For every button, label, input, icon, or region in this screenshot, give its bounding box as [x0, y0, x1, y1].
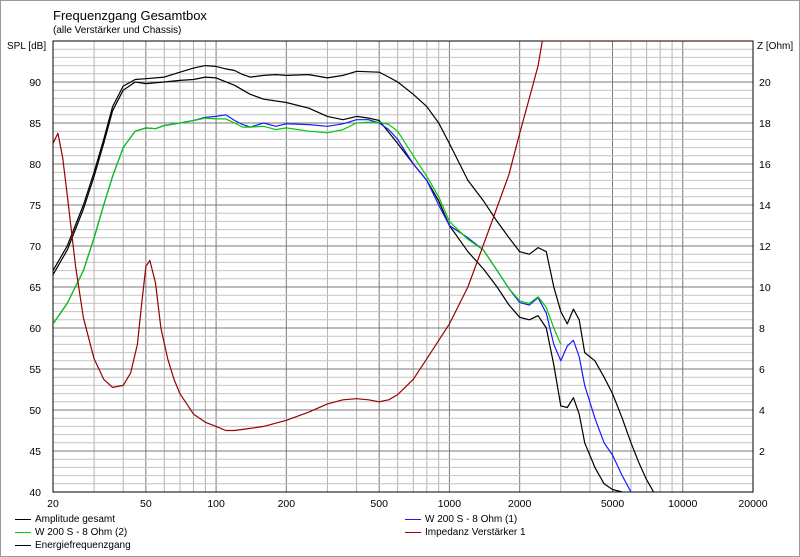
legend-label: Energiefrequenzgang	[35, 540, 131, 551]
x-tick-label: 50	[140, 498, 152, 510]
legend-swatch	[15, 545, 31, 546]
legend-label: Amplitude gesamt	[35, 514, 116, 525]
legend-label: W 200 S - 8 Ohm (1)	[425, 514, 518, 525]
y2-tick-label: 10	[759, 282, 771, 294]
x-tick-label: 100	[207, 498, 225, 510]
legend-label: W 200 S - 8 Ohm (2)	[35, 527, 128, 538]
y-tick-label: 80	[29, 159, 41, 171]
x-tick-label: 200	[278, 498, 296, 510]
chart-subtitle: (alle Verstärker und Chassis)	[53, 25, 182, 36]
y-tick-label: 65	[29, 282, 41, 294]
y-tick-label: 45	[29, 446, 41, 458]
x-tick-label: 10000	[668, 498, 697, 510]
y2-tick-label: 4	[759, 405, 765, 417]
x-tick-label: 1000	[438, 498, 462, 510]
x-tick-label: 20000	[738, 498, 767, 510]
plot-frame	[52, 40, 754, 493]
y2-tick-label: 14	[759, 200, 771, 212]
chart-title: Frequenzgang Gesamtbox	[53, 8, 207, 23]
data-curves	[53, 41, 753, 492]
x-tick-label: 20	[47, 498, 59, 510]
y-tick-label: 90	[29, 77, 41, 89]
y2-tick-label: 6	[759, 364, 765, 376]
series-energiefrequenzgang	[53, 76, 623, 492]
series-impedanz	[53, 41, 753, 432]
series-w200s-2	[53, 117, 562, 345]
y2-tick-label: 8	[759, 323, 765, 335]
y-axis-label-impedance: Z [Ohm]	[757, 41, 794, 52]
plot-grid	[53, 41, 753, 492]
legend-swatch	[15, 532, 31, 533]
legend-w200s-1: W 200 S - 8 Ohm (1)	[405, 514, 517, 525]
legend-impedanz: Impedanz Verstärker 1	[405, 527, 526, 538]
y-tick-label: 50	[29, 405, 41, 417]
y2-tick-label: 20	[759, 77, 771, 89]
legend-swatch	[15, 519, 31, 520]
series-amplitude-gesamt	[53, 64, 655, 492]
y-tick-label: 40	[29, 487, 41, 499]
axis-ticks: 20 50 100 200 500 1000 2000 5000 10000 2000040455…	[29, 77, 771, 510]
y2-tick-label: 12	[759, 241, 771, 253]
y2-tick-label: 18	[759, 118, 771, 130]
legend-label: Impedanz Verstärker 1	[425, 527, 526, 538]
legend-amplitude-gesamt: Amplitude gesamt	[15, 514, 115, 525]
y2-tick-label: 16	[759, 159, 771, 171]
y-axis-label-spl: SPL [dB]	[7, 41, 47, 52]
y-tick-label: 75	[29, 200, 41, 212]
x-tick-label: 2000	[508, 498, 532, 510]
x-tick-label: 5000	[601, 498, 625, 510]
y-tick-label: 85	[29, 118, 41, 130]
y-tick-label: 55	[29, 364, 41, 376]
legend-w200s-2: W 200 S - 8 Ohm (2)	[15, 527, 127, 538]
legend-energiefrequenzgang: Energiefrequenzgang	[15, 540, 131, 551]
y2-tick-label: 2	[759, 446, 765, 458]
x-tick-label: 500	[370, 498, 388, 510]
legend-swatch	[405, 519, 421, 520]
y-tick-label: 60	[29, 323, 41, 335]
legend-swatch	[405, 532, 421, 533]
y-tick-label: 70	[29, 241, 41, 253]
